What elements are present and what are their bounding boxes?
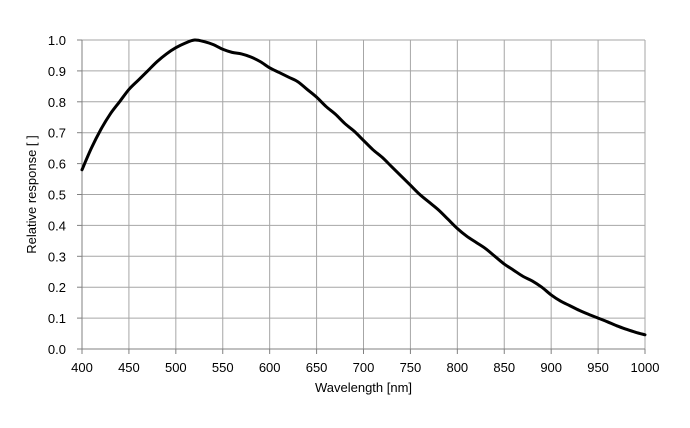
x-tick-label: 1000: [631, 360, 660, 375]
x-tick-label: 600: [259, 360, 281, 375]
y-tick-label: 0.2: [48, 280, 66, 295]
x-tick-label: 450: [118, 360, 140, 375]
x-tick-label: 950: [587, 360, 609, 375]
series-line: [80, 38, 647, 337]
x-tick-label: 800: [446, 360, 468, 375]
x-tick-label: 500: [165, 360, 187, 375]
y-tick-label: 0.1: [48, 311, 66, 326]
x-tick-label: 850: [493, 360, 515, 375]
y-tick-label: 0.5: [48, 188, 66, 203]
x-tick-label: 700: [353, 360, 375, 375]
x-tick-label: 400: [71, 360, 93, 375]
y-tick-label: 0.7: [48, 126, 66, 141]
y-tick-label: 0.0: [48, 342, 66, 357]
x-tick-label: 550: [212, 360, 234, 375]
y-tick-label: 0.3: [48, 249, 66, 264]
chart-axes: [77, 39, 646, 354]
x-tick-label: 750: [400, 360, 422, 375]
y-axis-title: Relative response [ ]: [24, 135, 39, 254]
y-tick-label: 0.6: [48, 157, 66, 172]
y-tick-label: 0.8: [48, 95, 66, 110]
x-axis-title: Wavelength [nm]: [315, 380, 412, 395]
chart-series: [80, 38, 647, 337]
x-tick-label: 900: [540, 360, 562, 375]
chart-grid: [82, 39, 646, 349]
y-tick-label: 1.0: [48, 33, 66, 48]
tick-labels: 400 450 500 550 600 650 700 750 800 850 900 950 1000…: [48, 33, 660, 375]
y-tick-label: 0.9: [48, 64, 66, 79]
x-tick-label: 650: [306, 360, 328, 375]
y-tick-label: 0.4: [48, 218, 66, 233]
